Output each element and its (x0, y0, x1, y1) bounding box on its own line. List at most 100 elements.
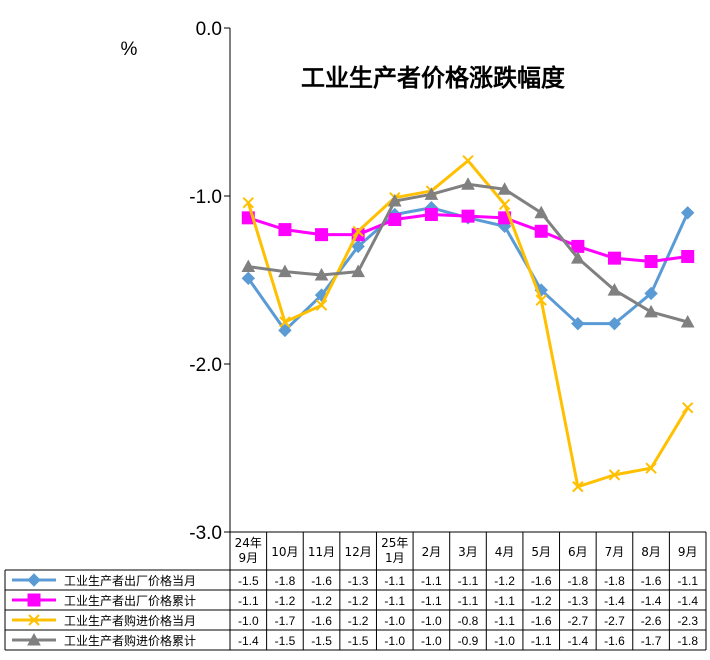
data-label: -1.3 (568, 594, 589, 608)
x-category-label: 8月 (641, 545, 661, 559)
data-label: -1.2 (494, 574, 515, 588)
data-label: -1.6 (311, 574, 332, 588)
legend-label: 工业生产者购进价格累计 (64, 633, 196, 648)
legend-marker (27, 632, 41, 646)
x-category-label: 12月 (345, 545, 372, 559)
data-label: -1.1 (494, 614, 515, 628)
data-label: -1.2 (531, 594, 552, 608)
data-label: -1.5 (275, 634, 296, 648)
data-label: -1.0 (494, 634, 515, 648)
marker-stroke (242, 197, 255, 209)
marker-stroke (28, 614, 40, 626)
x-category-label: 7月 (605, 545, 625, 559)
data-label: -1.7 (641, 634, 662, 648)
data-point (351, 264, 365, 278)
marker-stroke (462, 155, 474, 167)
series-2 (241, 207, 695, 269)
data-point (497, 182, 512, 195)
data-point (242, 197, 255, 209)
x-category-label: 24年 9月 (235, 536, 262, 565)
x-category-label: 10月 (271, 545, 298, 559)
data-label: -1.1 (458, 574, 479, 588)
legend-label: 工业生产者出厂价格累计 (64, 593, 196, 608)
legend-entry: 工业生产者购进价格累计 (12, 632, 196, 648)
y-unit-label: % (121, 39, 138, 60)
data-point (534, 205, 549, 219)
x-category-label: 5月 (531, 545, 551, 559)
x-category-label: 2月 (422, 545, 442, 559)
data-label: -1.4 (641, 594, 662, 608)
series-layer (241, 155, 695, 493)
data-point (607, 316, 622, 331)
data-point (388, 213, 402, 227)
data-label: -1.0 (384, 634, 405, 648)
data-point (241, 271, 256, 286)
data-label: -2.6 (641, 614, 662, 628)
data-label: -1.8 (275, 574, 296, 588)
legend-marker (28, 614, 40, 626)
marker-stroke (279, 316, 291, 328)
data-label: -1.6 (531, 574, 552, 588)
series-3 (242, 155, 694, 493)
data-point (681, 249, 695, 263)
x-category-label: 11月 (308, 545, 335, 559)
legend-entry: 工业生产者出厂价格累计 (12, 593, 196, 608)
data-label: -1.8 (677, 634, 698, 648)
legend-entry: 工业生产者购进价格当月 (12, 613, 196, 628)
x-category-label: 9月 (678, 545, 698, 559)
x-category-label-line: 25年 (381, 536, 408, 550)
data-label: -1.1 (384, 574, 405, 588)
data-label: -1.6 (641, 574, 662, 588)
data-point (387, 193, 402, 207)
data-label: -1.1 (677, 574, 698, 588)
marker-stroke (645, 462, 657, 474)
data-point (278, 264, 292, 278)
x-category-label-line: 1月 (385, 551, 405, 565)
x-category-label: 25年 1月 (381, 536, 408, 565)
data-point (535, 294, 547, 306)
data-label: -2.7 (604, 614, 625, 628)
data-label: -1.1 (421, 594, 442, 608)
data-label: -1.5 (348, 634, 369, 648)
data-point (315, 228, 329, 242)
data-label: -1.7 (275, 614, 296, 628)
data-point (241, 259, 256, 273)
marker-stroke (572, 480, 584, 493)
data-point (644, 304, 658, 318)
data-label: -1.1 (531, 634, 552, 648)
x-category-label: 3月 (458, 545, 478, 559)
data-point (278, 323, 292, 338)
marker-stroke (608, 469, 621, 481)
data-point (314, 267, 329, 281)
legend-entry: 工业生产者出厂价格当月 (12, 573, 196, 588)
data-point (644, 255, 658, 269)
data-point (498, 198, 511, 211)
data-label: -1.4 (568, 634, 589, 648)
data-point (571, 316, 585, 331)
marker-stroke (352, 225, 364, 237)
legend-marker (27, 593, 41, 607)
data-label: -1.4 (677, 594, 698, 608)
data-label: -1.2 (275, 594, 296, 608)
data-label: -2.3 (677, 614, 698, 628)
axes-layer: 0.0 -1.0 -2.0 -3.0 (189, 19, 231, 544)
data-label: -1.4 (604, 594, 625, 608)
data-label: -1.6 (311, 614, 332, 628)
x-category-label: 4月 (495, 545, 515, 559)
data-point (351, 239, 365, 254)
data-label: -0.8 (458, 614, 479, 628)
data-point (462, 155, 474, 167)
data-label: -0.9 (458, 634, 479, 648)
data-point (680, 206, 695, 220)
legend-label: 工业生产者购进价格当月 (64, 613, 196, 628)
data-label: -1.8 (604, 574, 625, 588)
data-label: -1.0 (384, 614, 405, 628)
y-tick-label: 0.0 (196, 19, 222, 40)
data-point (680, 314, 695, 328)
data-point (681, 401, 694, 414)
data-label: -1.1 (421, 574, 442, 588)
marker-stroke (498, 198, 511, 211)
data-label: -1.1 (494, 594, 515, 608)
data-label: -1.1 (458, 594, 479, 608)
data-point (352, 225, 364, 237)
